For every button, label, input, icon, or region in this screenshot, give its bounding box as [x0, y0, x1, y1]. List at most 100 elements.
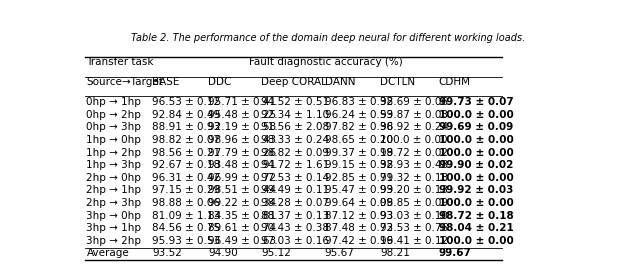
Text: 88.37 ± 0.13: 88.37 ± 0.13	[261, 211, 329, 220]
Text: 1hp → 3hp: 1hp → 3hp	[86, 160, 141, 170]
Text: 98.72 ± 0.18: 98.72 ± 0.18	[438, 211, 513, 220]
Text: 95.71 ± 0.41: 95.71 ± 0.41	[208, 97, 276, 107]
Text: 91.56 ± 2.08: 91.56 ± 2.08	[261, 122, 329, 132]
Text: 3hp → 2hp: 3hp → 2hp	[86, 236, 141, 246]
Text: 99.49 ± 0.11: 99.49 ± 0.11	[261, 185, 329, 195]
Text: 92.67 ± 0.18: 92.67 ± 0.18	[152, 160, 221, 170]
Text: 100.0 ± 0.00: 100.0 ± 0.00	[438, 198, 513, 208]
Text: 3hp → 1hp: 3hp → 1hp	[86, 223, 141, 233]
Text: 98.88 ± 0.06: 98.88 ± 0.06	[152, 198, 220, 208]
Text: 99.64 ± 0.09: 99.64 ± 0.09	[324, 198, 392, 208]
Text: 99.41 ± 0.12: 99.41 ± 0.12	[380, 236, 448, 246]
Text: 99.22 ± 0.34: 99.22 ± 0.34	[208, 198, 276, 208]
Text: 98.93 ± 0.48: 98.93 ± 0.48	[380, 160, 448, 170]
Text: 2hp → 0hp: 2hp → 0hp	[86, 173, 141, 183]
Text: 98.33 ± 0.24: 98.33 ± 0.24	[261, 135, 329, 145]
Text: Fault diagnostic accuracy (%): Fault diagnostic accuracy (%)	[250, 57, 403, 67]
Text: 99.20 ± 0.13: 99.20 ± 0.13	[380, 185, 448, 195]
Text: 93.52: 93.52	[152, 248, 182, 258]
Text: 96.24 ± 0.53: 96.24 ± 0.53	[324, 110, 393, 120]
Text: 0hp → 3hp: 0hp → 3hp	[86, 122, 141, 132]
Text: 97.53 ± 0.14: 97.53 ± 0.14	[261, 173, 329, 183]
Text: Average: Average	[86, 248, 129, 258]
Text: 96.53 ± 0.12: 96.53 ± 0.12	[152, 97, 221, 107]
Text: 95.48 ± 0.25: 95.48 ± 0.25	[208, 110, 276, 120]
Text: 99.32 ± 0.18: 99.32 ± 0.18	[380, 173, 448, 183]
Text: 94.90: 94.90	[208, 248, 237, 258]
Text: 84.35 ± 0.81: 84.35 ± 0.81	[208, 211, 276, 220]
Text: 97.15 ± 0.29: 97.15 ± 0.29	[152, 185, 221, 195]
Text: 97.42 ± 0.16: 97.42 ± 0.16	[324, 236, 393, 246]
Text: 100.0 ± 0.00: 100.0 ± 0.00	[438, 148, 513, 158]
Text: 93.03 ± 0.10: 93.03 ± 0.10	[380, 211, 448, 220]
Text: 98.04 ± 0.21: 98.04 ± 0.21	[438, 223, 513, 233]
Text: 95.67: 95.67	[324, 248, 355, 258]
Text: 99.73 ± 0.07: 99.73 ± 0.07	[438, 97, 513, 107]
Text: 97.79 ± 0.26: 97.79 ± 0.26	[208, 148, 276, 158]
Text: 96.49 ± 0.63: 96.49 ± 0.63	[208, 236, 276, 246]
Text: Source→Target: Source→Target	[86, 77, 163, 87]
Text: 87.12 ± 0.93: 87.12 ± 0.93	[324, 211, 393, 220]
Text: 99.87 ± 0.03: 99.87 ± 0.03	[380, 110, 448, 120]
Text: 88.91 ± 0.93: 88.91 ± 0.93	[152, 122, 221, 132]
Text: 92.85 ± 0.71: 92.85 ± 0.71	[324, 173, 393, 183]
Text: 0hp → 2hp: 0hp → 2hp	[86, 110, 141, 120]
Text: 100.0 ± 0.00: 100.0 ± 0.00	[380, 135, 447, 145]
Text: 87.48 ± 0.73: 87.48 ± 0.73	[324, 223, 393, 233]
Text: 98.69 ± 0.06: 98.69 ± 0.06	[380, 97, 448, 107]
Text: 98.82 ± 0.07: 98.82 ± 0.07	[152, 135, 220, 145]
Text: 98.82 ± 0.09: 98.82 ± 0.09	[261, 148, 329, 158]
Text: 92.34 ± 1.10: 92.34 ± 1.10	[261, 110, 329, 120]
Text: 96.83 ± 0.32: 96.83 ± 0.32	[324, 97, 393, 107]
Text: 92.53 ± 0.76: 92.53 ± 0.76	[380, 223, 448, 233]
Text: 95.12: 95.12	[261, 248, 291, 258]
Text: 98.85 ± 0.09: 98.85 ± 0.09	[380, 198, 448, 208]
Text: Table 2. The performance of the domain deep neural for different working loads.: Table 2. The performance of the domain d…	[131, 33, 525, 43]
Text: Deep CORAL: Deep CORAL	[261, 77, 327, 87]
Text: 99.67: 99.67	[438, 248, 472, 258]
Text: 100.0 ± 0.00: 100.0 ± 0.00	[438, 173, 513, 183]
Text: 2hp → 3hp: 2hp → 3hp	[86, 198, 141, 208]
Text: 97.82 ± 0.36: 97.82 ± 0.36	[324, 122, 393, 132]
Text: 92.84 ± 0.49: 92.84 ± 0.49	[152, 110, 221, 120]
Text: 99.92 ± 0.03: 99.92 ± 0.03	[438, 185, 513, 195]
Text: 84.56 ± 0.75: 84.56 ± 0.75	[152, 223, 221, 233]
Text: Transfer task: Transfer task	[86, 57, 154, 67]
Text: 95.47 ± 0.93: 95.47 ± 0.93	[324, 185, 393, 195]
Text: 94.72 ± 1.61: 94.72 ± 1.61	[261, 160, 330, 170]
Text: 96.99 ± 0.72: 96.99 ± 0.72	[208, 173, 276, 183]
Text: CDHM: CDHM	[438, 77, 470, 87]
Text: 98.28 ± 0.07: 98.28 ± 0.07	[261, 198, 329, 208]
Text: 99.37 ± 0.18: 99.37 ± 0.18	[324, 148, 393, 158]
Text: 98.51 ± 0.44: 98.51 ± 0.44	[208, 185, 276, 195]
Text: 100.0 ± 0.00: 100.0 ± 0.00	[438, 135, 513, 145]
Text: 95.93 ± 0.53: 95.93 ± 0.53	[152, 236, 221, 246]
Text: 1hp → 2hp: 1hp → 2hp	[86, 148, 141, 158]
Text: 98.92 ± 0.24: 98.92 ± 0.24	[380, 122, 448, 132]
Text: 92.19 ± 0.58: 92.19 ± 0.58	[208, 122, 276, 132]
Text: 1hp → 0hp: 1hp → 0hp	[86, 135, 141, 145]
Text: 100.0 ± 0.00: 100.0 ± 0.00	[438, 236, 513, 246]
Text: 100.0 ± 0.00: 100.0 ± 0.00	[438, 110, 513, 120]
Text: 97.03 ± 0.16: 97.03 ± 0.16	[261, 236, 329, 246]
Text: 99.69 ± 0.09: 99.69 ± 0.09	[438, 122, 513, 132]
Text: 99.72 ± 0.02: 99.72 ± 0.02	[380, 148, 448, 158]
Text: 89.61 ± 0.74: 89.61 ± 0.74	[208, 223, 276, 233]
Text: DCTLN: DCTLN	[380, 77, 415, 87]
Text: 2hp → 1hp: 2hp → 1hp	[86, 185, 141, 195]
Text: 98.56 ± 0.21: 98.56 ± 0.21	[152, 148, 221, 158]
Text: 99.90 ± 0.02: 99.90 ± 0.02	[438, 160, 513, 170]
Text: 81.09 ± 1.13: 81.09 ± 1.13	[152, 211, 221, 220]
Text: 98.21: 98.21	[380, 248, 410, 258]
Text: DANN: DANN	[324, 77, 355, 87]
Text: 99.15 ± 0.32: 99.15 ± 0.32	[324, 160, 393, 170]
Text: 98.96 ± 0.43: 98.96 ± 0.43	[208, 135, 276, 145]
Text: 0hp → 1hp: 0hp → 1hp	[86, 97, 141, 107]
Text: DDC: DDC	[208, 77, 231, 87]
Text: 94.52 ± 0.51: 94.52 ± 0.51	[261, 97, 329, 107]
Text: BASE: BASE	[152, 77, 180, 87]
Text: 98.65 ± 0.20: 98.65 ± 0.20	[324, 135, 392, 145]
Text: 96.31 ± 0.42: 96.31 ± 0.42	[152, 173, 221, 183]
Text: 90.43 ± 0.38: 90.43 ± 0.38	[261, 223, 329, 233]
Text: 93.48 ± 0.91: 93.48 ± 0.91	[208, 160, 276, 170]
